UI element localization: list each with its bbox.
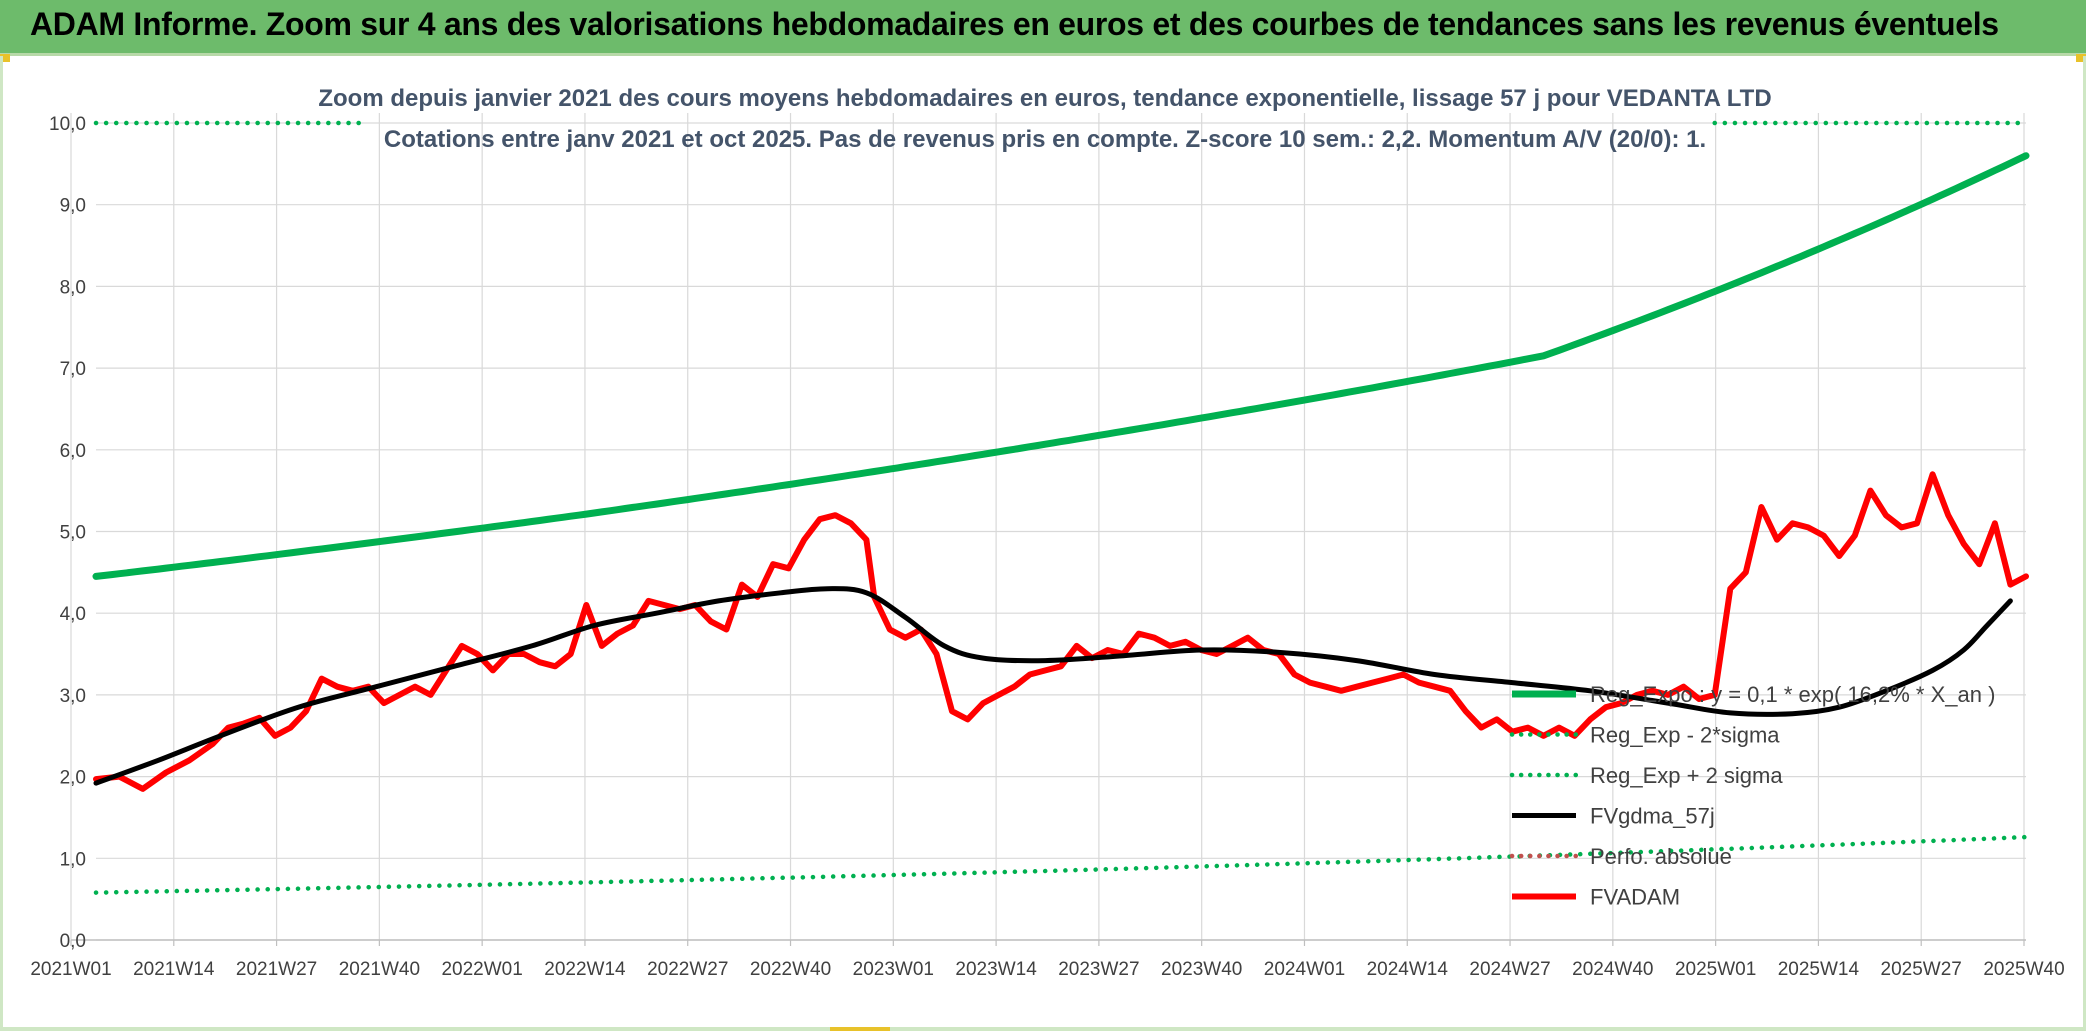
y-tick-label: 3,0 — [60, 686, 86, 707]
x-tick-label: 2025W27 — [1881, 959, 1962, 980]
x-tick-label: 2023W27 — [1058, 959, 1139, 980]
x-tick-label: 2021W01 — [30, 959, 111, 980]
x-tick-label: 2023W01 — [853, 959, 934, 980]
legend-label: FVgdma_57j — [1590, 804, 1715, 829]
x-tick-label: 2022W01 — [441, 959, 522, 980]
series-fvgdma-57j — [93, 586, 2013, 786]
legend-label: Perfo. absolue — [1590, 844, 1732, 869]
legend-label: FVADAM — [1590, 885, 1680, 910]
x-tick-label: 2022W27 — [647, 959, 728, 980]
y-tick-label: 6,0 — [60, 441, 86, 462]
x-tick-label: 2023W40 — [1161, 959, 1242, 980]
frame-right — [2083, 56, 2086, 1031]
y-tick-label: 4,0 — [60, 604, 86, 625]
x-tick-label: 2024W01 — [1264, 959, 1345, 980]
y-axis-ticks: 0,0 1,0 2,0 3,0 4,0 5,0 6,0 7,0 8,0 9,0 10,0 — [49, 114, 86, 952]
y-tick-label: 5,0 — [60, 523, 86, 544]
x-tick-label: 2021W40 — [339, 959, 420, 980]
x-tick-label: 2025W40 — [1983, 959, 2064, 980]
y-tick-label: 2,0 — [60, 768, 86, 789]
x-tick-label: 2025W01 — [1675, 959, 1756, 980]
corner-mark-right — [2076, 54, 2086, 62]
corner-mark-left — [0, 54, 10, 62]
x-tick-label: 2021W14 — [133, 959, 215, 980]
x-tick-label: 2023W14 — [955, 959, 1037, 980]
banner: ADAM Informe. Zoom sur 4 ans des valoris… — [0, 0, 2086, 56]
grid-layer — [70, 113, 2026, 946]
x-tick-label: 2025W14 — [1778, 959, 1860, 980]
bottom-mark — [830, 1027, 890, 1031]
y-tick-label: 1,0 — [60, 849, 86, 870]
x-axis-ticks: 2021W01 2021W14 2021W27 2021W40 2022W01 2022W… — [30, 959, 2064, 980]
y-tick-label: 9,0 — [60, 196, 86, 217]
y-tick-label: 10,0 — [49, 114, 86, 135]
frame-left — [0, 56, 3, 1031]
y-tick-label: 0,0 — [60, 931, 86, 952]
x-tick-label: 2024W40 — [1572, 959, 1653, 980]
series-reg-expo — [92, 152, 2030, 580]
series-fvadam — [93, 471, 2029, 792]
legend-label: Reg_Expo : y = 0,1 * exp( 16,2% * X_an ) — [1590, 682, 1995, 707]
x-tick-label: 2024W27 — [1469, 959, 1550, 980]
y-tick-label: 8,0 — [60, 277, 86, 298]
legend-label: Reg_Exp + 2 sigma — [1590, 763, 1783, 788]
frame-bottom — [0, 1027, 2086, 1031]
banner-title: ADAM Informe. Zoom sur 4 ans des valoris… — [30, 6, 1999, 42]
x-tick-label: 2022W40 — [750, 959, 831, 980]
series-layer — [92, 120, 2030, 895]
legend: Reg_Expo : y = 0,1 * exp( 16,2% * X_an )… — [1509, 682, 1995, 910]
x-tick-label: 2024W14 — [1367, 959, 1449, 980]
x-tick-label: 2021W27 — [236, 959, 317, 980]
y-tick-label: 7,0 — [60, 359, 86, 380]
chart-title-line2: Cotations entre janv 2021 et oct 2025. P… — [384, 126, 1706, 153]
chart: 0,0 1,0 2,0 3,0 4,0 5,0 6,0 7,0 8,0 9,0 10,0 2021W… — [30, 85, 2064, 980]
legend-label: Reg_Exp - 2*sigma — [1590, 723, 1780, 748]
series-reg-exp-minus-2sigma — [93, 834, 2029, 895]
chart-title-line1: Zoom depuis janvier 2021 des cours moyen… — [318, 85, 1771, 112]
x-tick-label: 2022W14 — [544, 959, 626, 980]
